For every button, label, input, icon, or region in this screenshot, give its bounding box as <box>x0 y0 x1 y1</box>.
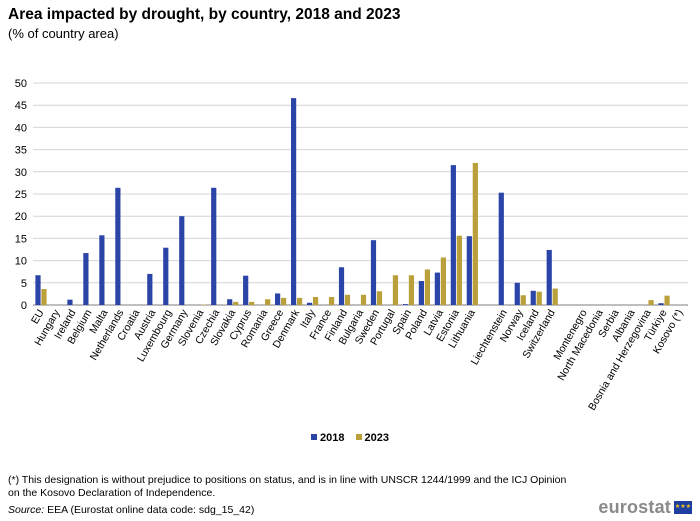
bar-2018-Norway <box>514 282 520 305</box>
bar-2023-Switzerland <box>552 288 558 305</box>
legend-swatch-2018 <box>310 434 317 440</box>
eurostat-logo: eurostat ★★★ <box>598 497 692 518</box>
chart-title: Area impacted by drought, by country, 20… <box>8 6 401 23</box>
y-tick-label: 30 <box>15 167 27 179</box>
y-tick-label: 15 <box>15 233 27 245</box>
eu-flag-icon: ★★★ <box>674 501 692 514</box>
bar-2018-Germany <box>179 216 185 305</box>
bar-2023-Portugal <box>392 275 399 305</box>
y-tick-label: 0 <box>21 300 27 312</box>
bar-2023-Latvia <box>440 257 446 305</box>
chart-legend: 2018 2023 <box>0 432 700 444</box>
y-tick-label: 25 <box>15 189 27 201</box>
bar-2023-Estonia <box>456 235 462 305</box>
bar-2018-Liechtenstein <box>498 192 504 305</box>
bar-2023-Spain <box>408 275 415 305</box>
y-tick-label: 5 <box>21 278 27 290</box>
bar-2023-Sweden <box>376 291 383 305</box>
logo-text: eurostat <box>598 497 671 517</box>
bar-2018-Lithuania <box>466 236 472 305</box>
legend-item-2018: 2018 <box>310 432 345 444</box>
y-tick-label: 45 <box>15 100 27 112</box>
bar-2023-Türkiye <box>664 295 670 305</box>
bar-2018-Estonia <box>450 165 456 305</box>
y-tick-label: 20 <box>15 211 27 223</box>
bar-2018-EU <box>35 275 41 305</box>
bar-2018-Sweden <box>370 240 377 305</box>
bar-2018-Czechia <box>211 187 217 305</box>
bar-2023-Cyprus <box>249 301 255 305</box>
bar-2023-Finland <box>344 294 351 305</box>
bar-2023-Bulgaria <box>360 294 367 305</box>
bar-2018-Austria <box>147 273 153 305</box>
bar-2018-Luxembourg <box>163 247 169 305</box>
bar-2018-Italy <box>306 302 313 305</box>
y-tick-label: 10 <box>15 256 27 268</box>
bar-2018-Cyprus <box>243 275 249 305</box>
bar-2018-Finland <box>338 267 345 305</box>
bar-2023-Lithuania <box>472 162 478 305</box>
y-tick-label: 40 <box>15 122 27 134</box>
y-tick-label: 35 <box>15 145 27 157</box>
bar-2023-Norway <box>520 295 526 305</box>
bar-2023-Poland <box>424 269 430 305</box>
bar-2018-Ireland <box>67 299 73 305</box>
bar-2023-Greece <box>281 297 287 305</box>
legend-item-2023: 2023 <box>355 432 390 444</box>
bar-2023-France <box>328 297 335 305</box>
bar-2023-Denmark <box>297 297 303 305</box>
footnote: (*) This designation is without prejudic… <box>8 474 567 499</box>
legend-label-2018: 2018 <box>319 432 345 444</box>
bar-2018-Türkiye <box>658 303 664 305</box>
y-tick-label: 50 <box>15 78 27 90</box>
bar-2018-Slovakia <box>227 299 233 305</box>
bar-2018-Belgium <box>83 253 89 305</box>
legend-swatch-2023 <box>355 434 362 440</box>
bar-2018-Switzerland <box>546 249 552 305</box>
bar-2018-Malta <box>99 235 105 305</box>
legend-label-2023: 2023 <box>364 432 390 444</box>
bar-2018-Spain <box>402 304 409 305</box>
bar-2023-Slovenia <box>201 304 207 306</box>
bar-2018-Latvia <box>434 272 440 305</box>
bar-2018-Iceland <box>530 290 536 305</box>
bar-2023-EU <box>41 289 47 305</box>
bar-2023-Bosnia and Herzegovina <box>648 300 654 305</box>
bar-2018-Netherlands <box>115 187 121 305</box>
chart-subtitle: (% of country area) <box>8 26 119 41</box>
source-text: EEA (Eurostat online data code: sdg_15_4… <box>47 504 255 516</box>
bar-2018-Greece <box>275 293 281 305</box>
source-label: Source: <box>8 504 45 516</box>
bar-2023-Slovakia <box>233 301 239 305</box>
bar-2018-Denmark <box>291 98 297 305</box>
bar-2018-Poland <box>418 281 424 305</box>
bar-2023-Romania <box>265 299 271 305</box>
bar-2023-Italy <box>312 297 319 305</box>
source-line: Source: EEA (Eurostat online data code: … <box>8 504 254 516</box>
bar-2023-Iceland <box>536 291 542 305</box>
